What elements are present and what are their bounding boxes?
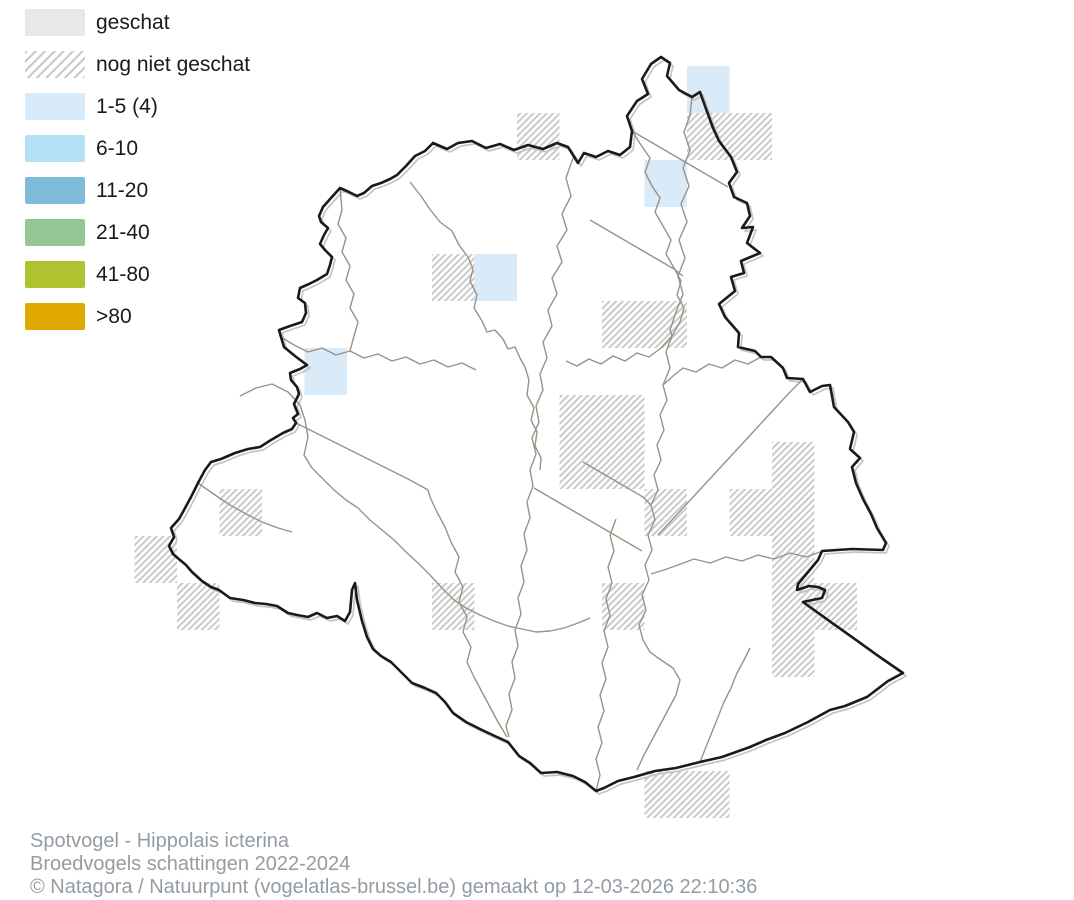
map-cell-not-estimated — [432, 583, 475, 630]
caption-species: Spotvogel - Hippolais icterina — [30, 830, 290, 852]
map-cell-not-estimated — [219, 489, 262, 536]
legend-label: 21-40 — [96, 221, 150, 244]
caption-survey: Broedvogels schattingen 2022-2024 — [30, 853, 351, 875]
map-cell-not-estimated — [602, 395, 645, 442]
legend-item-3: 6-10 — [25, 135, 250, 162]
region-outline-shadow — [171, 59, 907, 795]
legend-item-5: 21-40 — [25, 219, 250, 246]
map-cell-not-estimated — [729, 113, 772, 160]
legend-swatch — [25, 9, 85, 36]
map-cell-not-estimated — [772, 489, 815, 536]
map-cell-not-estimated — [517, 113, 560, 160]
map-cell-not-estimated — [432, 254, 475, 301]
map-cell-estimated — [304, 348, 347, 395]
map-cell-not-estimated — [602, 442, 645, 489]
caption: Spotvogel - Hippolais icterina Broedvoge… — [30, 830, 757, 899]
map-cell-not-estimated — [772, 442, 815, 489]
legend-swatch — [25, 219, 85, 246]
municipal-borders-path — [197, 96, 821, 792]
map-cell-not-estimated — [729, 489, 772, 536]
legend-label: nog niet geschat — [96, 53, 251, 76]
map-cell-not-estimated — [559, 442, 602, 489]
map-cell-not-estimated — [644, 771, 687, 818]
legend-item-2: 1-5 (4) — [25, 93, 250, 120]
legend-label: 1-5 (4) — [96, 95, 158, 118]
map-cell-estimated — [644, 160, 687, 207]
legend-swatch — [25, 51, 85, 78]
legend-item-6: 41-80 — [25, 261, 250, 288]
legend-swatch — [25, 177, 85, 204]
map-cell-not-estimated — [602, 301, 645, 348]
legend-swatch — [25, 261, 85, 288]
legend-item-7: >80 — [25, 303, 250, 330]
legend-label: geschat — [96, 11, 170, 34]
map-cell-not-estimated — [687, 771, 730, 818]
map-cell-not-estimated — [177, 583, 220, 630]
region-outline-path — [167, 55, 905, 793]
map-cell-not-estimated — [644, 301, 687, 348]
map-cell-not-estimated — [559, 395, 602, 442]
legend-label: 11-20 — [96, 179, 149, 202]
legend-label: >80 — [96, 305, 132, 328]
legend-swatch — [25, 135, 85, 162]
map-cell-estimated — [474, 254, 517, 301]
legend-swatch — [25, 93, 85, 120]
legend-swatch — [25, 303, 85, 330]
map-cell-estimated — [687, 66, 730, 113]
legend-label: 6-10 — [96, 137, 139, 160]
legend: geschat nog niet geschat 1-5 (4) 6-10 11-20 2… — [25, 9, 250, 330]
legend-item-1: nog niet geschat — [25, 51, 250, 78]
legend-item-0: geschat — [25, 9, 250, 36]
map-cell-not-estimated — [772, 536, 815, 583]
map-cell-not-estimated — [687, 113, 730, 160]
map-cell-not-estimated — [772, 630, 815, 677]
legend-item-4: 11-20 — [25, 177, 250, 204]
caption-copyright: © Natagora / Natuurpunt (vogelatlas-brus… — [30, 876, 758, 898]
legend-label: 41-80 — [96, 263, 150, 286]
